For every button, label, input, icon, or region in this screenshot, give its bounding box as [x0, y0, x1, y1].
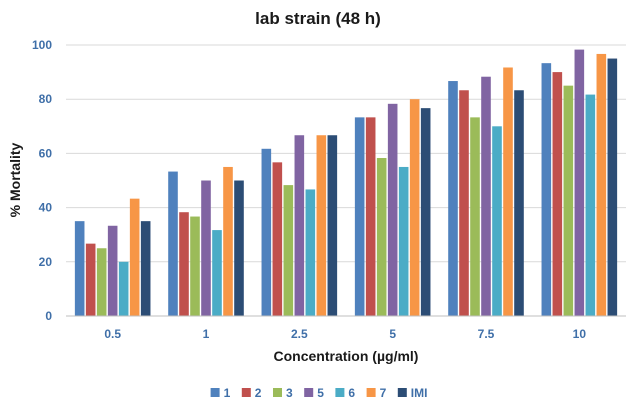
bar-series-2-1: [179, 212, 189, 316]
bar-series-1-7.5: [448, 81, 458, 316]
chart-title: lab strain (48 h): [255, 9, 381, 28]
legend-label-IMI: IMI: [411, 386, 428, 400]
y-axis-title: % Mortality: [7, 142, 23, 217]
bar-series-3-10: [563, 85, 574, 317]
legend-label-7: 7: [380, 386, 387, 400]
bar-series-6-7.5: [492, 126, 502, 316]
legend-swatch-3: [273, 388, 282, 397]
x-tick-label: 7.5: [478, 327, 495, 341]
bar-series-2-5: [365, 117, 376, 316]
bar-series-6-5: [398, 166, 409, 316]
bar-series-2-10: [552, 72, 563, 316]
bar-series-1-10: [541, 63, 552, 316]
legend-label-6: 6: [348, 386, 355, 400]
bar-series-6-0.5: [118, 261, 129, 316]
x-axis-title: Concentration (µg/ml): [274, 348, 419, 364]
bar-series-IMI-7.5: [514, 90, 524, 316]
bar-series-3-2.5: [283, 185, 294, 316]
bar-series-6-2.5: [305, 189, 316, 316]
legend-label-3: 3: [286, 386, 293, 400]
x-tick-label: 1: [203, 327, 210, 341]
legend-swatch-5: [304, 388, 314, 397]
bar-series-1-0.5: [74, 221, 85, 316]
legend-swatch-2: [241, 388, 251, 397]
y-tick-label: 60: [39, 146, 53, 160]
bars: [74, 49, 618, 317]
x-tick-label: 0.5: [104, 327, 121, 341]
bar-series-2-0.5: [85, 243, 96, 316]
gridlines: [66, 44, 626, 263]
y-tick-label: 0: [45, 309, 52, 323]
bar-series-7-1: [223, 166, 233, 316]
bar-series-3-1: [190, 216, 200, 316]
bar-series-2-2.5: [272, 162, 283, 316]
bar-series-1-1: [168, 171, 178, 316]
y-tick-label: 40: [39, 201, 53, 215]
bar-series-5-0.5: [107, 225, 118, 316]
y-tick-label: 20: [39, 255, 53, 269]
bar-series-3-5: [376, 158, 387, 316]
bar-series-6-10: [585, 94, 596, 316]
bar-series-3-7.5: [470, 117, 480, 316]
y-tick-label: 80: [39, 92, 53, 106]
x-tick-label: 2.5: [291, 327, 308, 341]
legend: 1 2 3 5 6 7 IMI: [210, 386, 428, 400]
legend-label-2: 2: [255, 386, 262, 400]
legend-swatch-6: [335, 388, 345, 397]
bar-series-5-2.5: [294, 135, 305, 316]
y-tick-label: 100: [32, 38, 52, 52]
x-tick-label: 5: [389, 327, 396, 341]
bar-series-7-0.5: [129, 198, 140, 316]
legend-label-1: 1: [224, 386, 231, 400]
bar-series-5-5: [387, 103, 398, 316]
bar-series-3-0.5: [96, 248, 107, 316]
bar-series-IMI-1: [234, 180, 244, 316]
bar-series-1-5: [354, 117, 365, 316]
legend-swatch-7: [366, 388, 376, 397]
bar-series-IMI-0.5: [140, 221, 151, 316]
bar-series-5-1: [201, 180, 211, 316]
bar-series-5-10: [574, 49, 585, 317]
x-tick-label: 10: [573, 327, 587, 341]
bar-series-7-2.5: [316, 135, 327, 316]
bar-series-1-2.5: [261, 148, 272, 316]
y-tick-labels: 0 20 40 60 80 100: [32, 38, 52, 323]
bar-series-IMI-10: [607, 58, 618, 317]
legend-swatch-1: [210, 388, 220, 397]
bar-series-5-7.5: [481, 76, 491, 317]
bar-series-7-7.5: [503, 67, 513, 317]
bar-series-7-5: [409, 99, 420, 316]
bar-series-2-7.5: [459, 90, 469, 316]
bar-series-6-1: [212, 230, 222, 316]
bar-series-7-10: [596, 53, 607, 316]
bar-series-IMI-2.5: [327, 135, 338, 316]
bar-series-IMI-5: [420, 108, 431, 316]
x-tick-labels: 0.5 1 2.5 5 7.5 10: [104, 327, 586, 341]
legend-label-5: 5: [317, 386, 324, 400]
legend-swatch-IMI: [397, 388, 407, 397]
